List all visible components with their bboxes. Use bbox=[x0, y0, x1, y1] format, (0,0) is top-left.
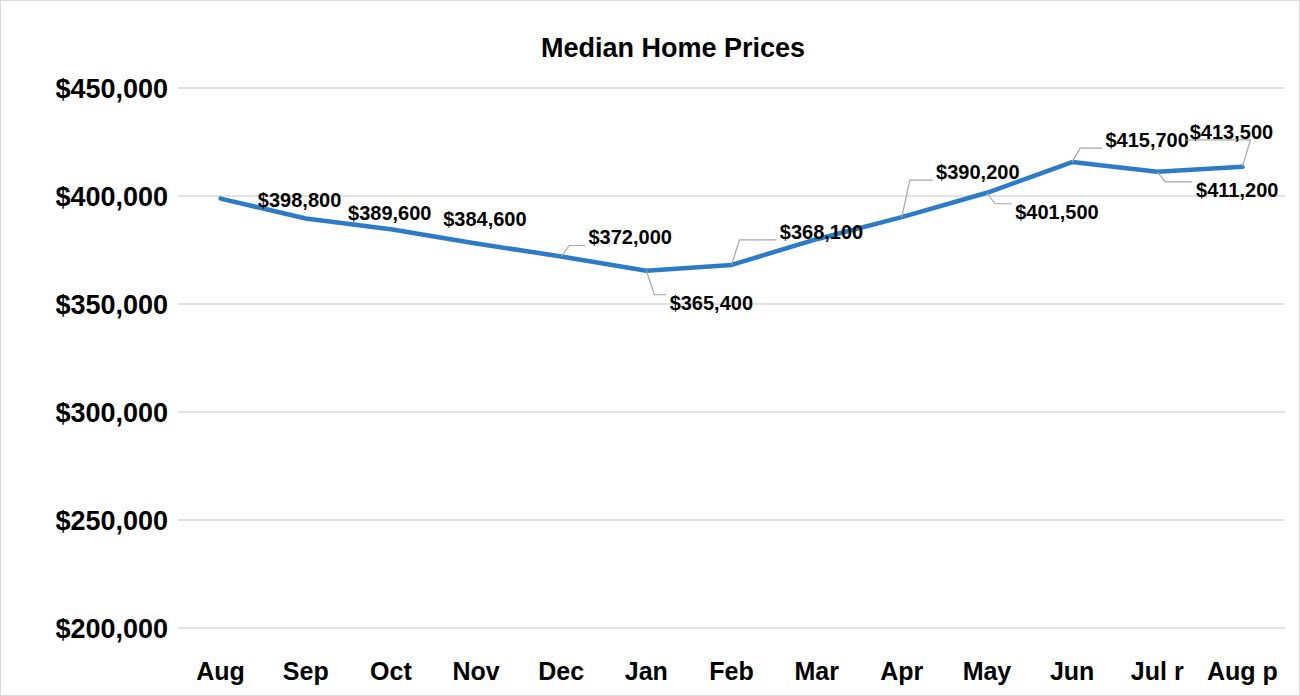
data-label: $398,800 bbox=[258, 189, 341, 211]
data-label: $401,500 bbox=[1015, 201, 1098, 223]
x-tick-label: Nov bbox=[452, 657, 499, 685]
plot-area bbox=[221, 162, 1243, 271]
leader-line bbox=[646, 271, 666, 295]
x-tick-label: Aug p bbox=[1207, 657, 1278, 685]
data-label: $365,400 bbox=[670, 292, 753, 314]
x-tick-label: Dec bbox=[538, 657, 584, 685]
y-tick-label: $400,000 bbox=[55, 182, 168, 212]
leader-line bbox=[732, 240, 777, 265]
y-tick-label: $200,000 bbox=[55, 614, 168, 644]
grid-line bbox=[178, 87, 1285, 88]
x-tick-label: Aug bbox=[196, 657, 245, 685]
x-tick-label: Apr bbox=[880, 657, 923, 685]
chart-frame bbox=[1, 1, 1300, 696]
grid-line bbox=[178, 519, 1285, 520]
title: Median Home Prices bbox=[541, 33, 805, 63]
data-label: $368,100 bbox=[780, 221, 863, 243]
grid-line bbox=[178, 411, 1285, 412]
leader-line bbox=[987, 193, 1012, 204]
chart: Median Home Prices $200,000 $250,000 $300,0… bbox=[0, 0, 1300, 696]
data-label: $413,500 bbox=[1190, 121, 1273, 143]
x-tick-label: Sep bbox=[283, 657, 329, 685]
x-tick-label: Jul r bbox=[1131, 657, 1184, 685]
data-label: $415,700 bbox=[1105, 129, 1188, 151]
data-label: $372,000 bbox=[588, 226, 671, 248]
y-tick-label: $350,000 bbox=[55, 290, 168, 320]
data-label: $389,600 bbox=[348, 202, 431, 224]
data-label: $411,200 bbox=[1196, 179, 1278, 201]
x-tick-label: Jun bbox=[1050, 657, 1094, 685]
x-tick-label: Oct bbox=[370, 657, 412, 685]
y-tick-label: $250,000 bbox=[55, 506, 168, 536]
leader-line bbox=[1157, 172, 1192, 182]
x-tick-label: Mar bbox=[794, 657, 839, 685]
x-tick-label: Jan bbox=[625, 657, 668, 685]
leader-line bbox=[561, 245, 585, 256]
y-tick-label: $450,000 bbox=[55, 74, 168, 104]
x-tick-label: May bbox=[963, 657, 1012, 685]
data-label: $384,600 bbox=[443, 208, 526, 230]
grid-line bbox=[178, 627, 1285, 628]
data-label: $390,200 bbox=[936, 161, 1019, 183]
leader-line bbox=[1186, 140, 1250, 167]
line bbox=[221, 162, 1243, 271]
grid-line bbox=[178, 195, 1285, 196]
leader-line bbox=[1072, 148, 1102, 162]
x-tick-label: Feb bbox=[709, 657, 753, 685]
y-tick-label: $300,000 bbox=[55, 398, 168, 428]
leader-line bbox=[902, 180, 933, 217]
